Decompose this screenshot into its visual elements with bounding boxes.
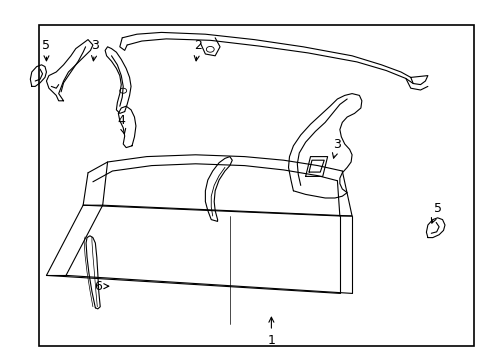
Text: 5: 5 — [42, 39, 50, 61]
Text: 3: 3 — [91, 39, 99, 61]
Text: 1: 1 — [267, 317, 275, 347]
Text: 6: 6 — [94, 280, 108, 293]
Bar — [39, 25, 473, 346]
Text: 4: 4 — [117, 114, 125, 134]
Text: 5: 5 — [430, 202, 441, 223]
Text: 3: 3 — [332, 138, 341, 158]
Text: 2: 2 — [194, 39, 202, 61]
